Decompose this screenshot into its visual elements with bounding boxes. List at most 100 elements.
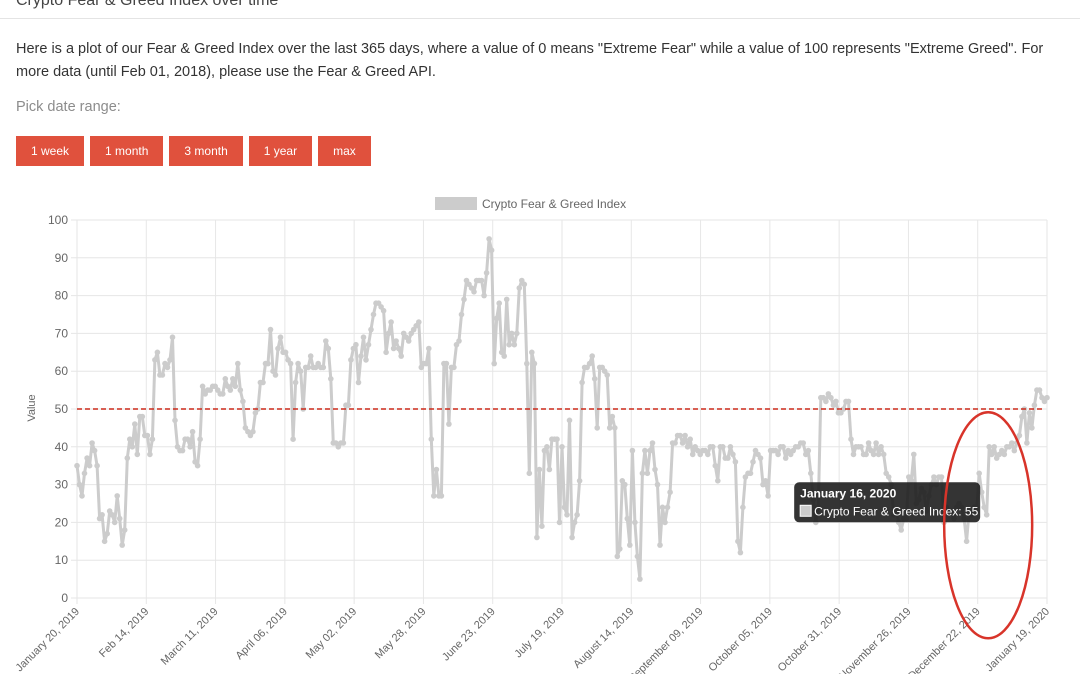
data-point (823, 398, 829, 405)
y-tick-label: 40 (55, 440, 69, 454)
data-point (931, 474, 937, 480)
data-point (679, 440, 686, 446)
data-point (586, 360, 593, 367)
data-point (275, 345, 281, 352)
data-point (667, 489, 673, 496)
data-point (488, 247, 495, 253)
data-point (574, 512, 580, 518)
data-point (250, 428, 256, 435)
data-point (873, 440, 879, 446)
range-1-month-button[interactable]: 1 month (90, 136, 164, 166)
data-point (629, 447, 636, 454)
data-point (1001, 451, 1008, 458)
data-point (1026, 410, 1033, 416)
data-point (433, 466, 440, 473)
data-point (737, 549, 744, 556)
data-point (272, 372, 279, 378)
x-tick-label: May 28, 2019 (373, 606, 429, 662)
annotation-circle (942, 411, 1034, 640)
y-tick-label: 100 (48, 213, 68, 227)
fear-greed-chart[interactable]: 0 10 20 30 40 50 60 70 80 90 100 January 20, 2019 F… (0, 186, 1080, 679)
data-point (426, 345, 432, 352)
data-point (438, 493, 445, 499)
data-point (370, 311, 377, 318)
data-point (393, 338, 399, 344)
data-point (496, 300, 503, 306)
data-point (189, 428, 196, 435)
data-point (307, 353, 314, 359)
data-point (86, 462, 93, 469)
data-point (76, 481, 83, 488)
data-point (664, 504, 671, 511)
data-point (627, 542, 633, 548)
data-point (591, 376, 598, 382)
data-point (458, 311, 465, 318)
data-point (986, 444, 992, 450)
data-point (235, 360, 241, 367)
data-point (614, 553, 621, 560)
legend-swatch (435, 197, 477, 210)
range-max-button[interactable]: max (318, 136, 371, 166)
data-point (617, 546, 623, 552)
data-point (878, 444, 884, 450)
data-point (564, 512, 570, 518)
data-point (609, 413, 616, 420)
data-point (132, 421, 138, 427)
data-point (199, 383, 206, 390)
data-point (486, 236, 492, 242)
data-point (521, 281, 528, 288)
data-point (534, 534, 540, 541)
data-point (536, 466, 543, 473)
data-point (740, 504, 746, 511)
data-point (91, 447, 98, 454)
x-tick-label: December 22, 2019 (906, 606, 983, 674)
data-point (554, 436, 560, 442)
data-point (531, 360, 538, 367)
data-point (662, 519, 668, 526)
data-point (559, 444, 565, 450)
data-point (1016, 432, 1023, 439)
data-point (94, 462, 100, 469)
data-point (682, 432, 688, 439)
data-point (978, 489, 985, 496)
data-point (780, 444, 786, 450)
data-point (493, 315, 500, 322)
data-point (657, 542, 663, 548)
x-tick-label: Feb 14, 2019 (97, 606, 151, 660)
data-point (446, 421, 452, 427)
data-point (99, 512, 105, 518)
data-point (833, 398, 839, 405)
data-point (705, 451, 711, 458)
data-point (197, 436, 203, 442)
data-point (544, 444, 550, 450)
data-point (1024, 440, 1030, 446)
data-point (295, 360, 301, 367)
data-point (260, 379, 266, 386)
x-tick-label: January 19, 2020 (984, 606, 1053, 674)
data-point (355, 379, 362, 386)
data-point (805, 447, 812, 454)
data-point (74, 462, 80, 469)
x-tick-label: March 11, 2019 (159, 606, 221, 668)
data-point (348, 357, 354, 363)
data-point (911, 451, 917, 458)
data-point (222, 376, 229, 382)
data-point (677, 432, 683, 439)
x-tick-label: September 09, 2019 (627, 606, 706, 674)
data-point (456, 338, 462, 344)
data-point (634, 553, 641, 560)
range-3-month-button[interactable]: 3 month (169, 136, 243, 166)
legend[interactable]: Crypto Fear & Greed Index (435, 197, 626, 211)
data-point (848, 436, 854, 442)
data-point (1011, 447, 1018, 454)
range-1-year-button[interactable]: 1 year (248, 136, 313, 166)
data-point (991, 444, 997, 450)
data-point (782, 455, 789, 461)
data-point (220, 391, 226, 397)
data-point (561, 504, 568, 511)
data-point (757, 455, 764, 461)
data-point (388, 319, 394, 325)
range-1-week-button[interactable]: 1 week (16, 136, 85, 166)
data-point (637, 576, 643, 582)
data-point (508, 330, 515, 337)
